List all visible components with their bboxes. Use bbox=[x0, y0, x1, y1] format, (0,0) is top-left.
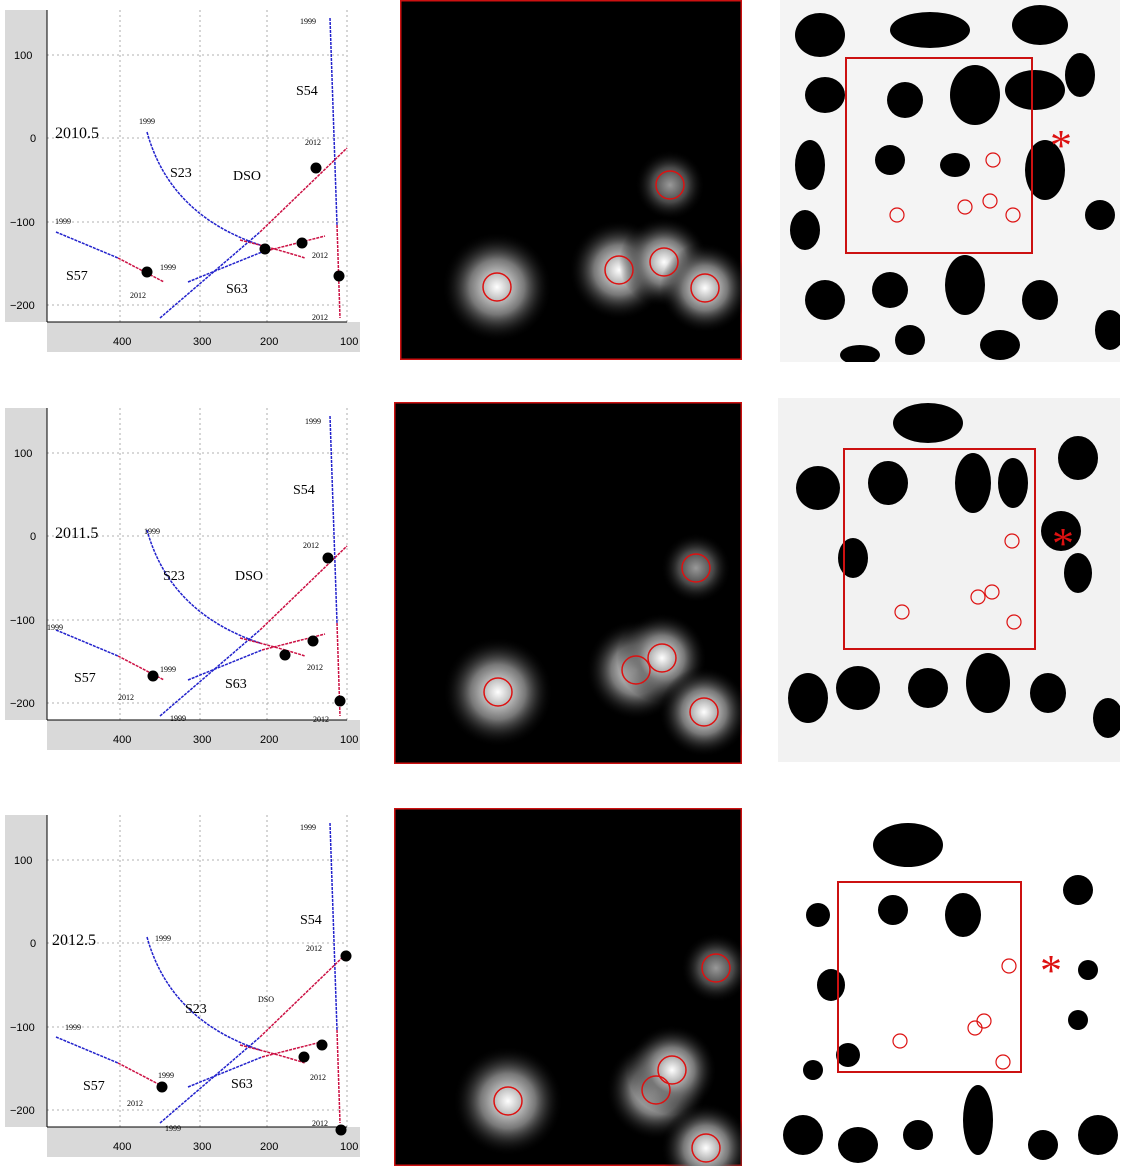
y-tick-minus100: −100 bbox=[10, 217, 35, 229]
year-label: 1999 bbox=[155, 934, 171, 943]
label-s63: S63 bbox=[226, 282, 248, 297]
label-dso: DSO bbox=[233, 169, 261, 184]
year-label: 2012 bbox=[312, 313, 328, 322]
label-dso: DSO bbox=[258, 995, 274, 1004]
label-s23: S23 bbox=[170, 166, 192, 181]
label-s57: S57 bbox=[66, 269, 88, 284]
residual-image-2: * bbox=[778, 398, 1120, 762]
x-tick-100: 100 bbox=[340, 1141, 358, 1153]
epoch-label: 2011.5 bbox=[55, 525, 98, 542]
y-tick-0: 0 bbox=[30, 133, 36, 145]
y-tick-minus100: −100 bbox=[10, 1022, 35, 1034]
year-label: 2012 bbox=[118, 693, 134, 702]
label-s57: S57 bbox=[83, 1079, 105, 1094]
year-label: 2012 bbox=[306, 944, 322, 953]
year-label: 2012 bbox=[313, 715, 329, 724]
year-label: 2012 bbox=[312, 1119, 328, 1128]
y-tick-0: 0 bbox=[30, 531, 36, 543]
epoch-label: 2010.5 bbox=[55, 125, 99, 142]
year-label: 1999 bbox=[170, 714, 186, 723]
x-tick-100: 100 bbox=[340, 336, 358, 348]
year-label: 2012 bbox=[303, 541, 319, 550]
year-label: 2012 bbox=[305, 138, 321, 147]
orbit-plot-1: 100 0 −100 −200 400 300 200 100 2010.5 S… bbox=[5, 10, 360, 352]
year-label: 1999 bbox=[160, 665, 176, 674]
year-label: 1999 bbox=[160, 263, 176, 272]
year-label: 2012 bbox=[310, 1073, 326, 1082]
label-s54: S54 bbox=[300, 913, 322, 928]
x-tick-300: 300 bbox=[193, 734, 211, 746]
x-tick-200: 200 bbox=[260, 336, 278, 348]
flux-image-1 bbox=[400, 0, 742, 360]
label-s54: S54 bbox=[296, 84, 318, 99]
x-tick-400: 400 bbox=[113, 1141, 131, 1153]
x-tick-200: 200 bbox=[260, 1141, 278, 1153]
y-tick-minus200: −200 bbox=[10, 300, 35, 312]
year-label: 1999 bbox=[144, 527, 160, 536]
year-label: 2012 bbox=[130, 291, 146, 300]
flux-image-3 bbox=[394, 808, 742, 1166]
label-s63: S63 bbox=[225, 677, 247, 692]
row-1: 100 0 −100 −200 400 300 200 100 2010.5 S… bbox=[0, 0, 1128, 365]
flux-image-2 bbox=[394, 402, 742, 764]
y-tick-100: 100 bbox=[14, 855, 32, 867]
year-label: 1999 bbox=[55, 217, 71, 226]
epoch-label: 2012.5 bbox=[52, 932, 96, 949]
x-tick-300: 300 bbox=[193, 1141, 211, 1153]
year-label: 1999 bbox=[300, 823, 316, 832]
x-tick-200: 200 bbox=[260, 734, 278, 746]
orbit-plot-3: 100 0 −100 −200 400 300 200 100 2012.5 S… bbox=[5, 815, 360, 1157]
y-tick-100: 100 bbox=[14, 448, 32, 460]
year-label: 2012 bbox=[127, 1099, 143, 1108]
year-label: 1999 bbox=[139, 117, 155, 126]
x-tick-400: 400 bbox=[113, 336, 131, 348]
residual-image-3: * bbox=[778, 805, 1120, 1166]
residual-image-1: * bbox=[780, 0, 1120, 362]
y-tick-minus100: −100 bbox=[10, 615, 35, 627]
year-label: 1999 bbox=[300, 17, 316, 26]
row-3: 100 0 −100 −200 400 300 200 100 2012.5 S… bbox=[0, 805, 1128, 1166]
year-label: 1999 bbox=[165, 1124, 181, 1133]
x-tick-100: 100 bbox=[340, 734, 358, 746]
y-tick-0: 0 bbox=[30, 938, 36, 950]
star-marker-icon: * bbox=[1050, 121, 1072, 170]
star-marker-icon: * bbox=[1052, 519, 1074, 568]
year-label: 1999 bbox=[305, 417, 321, 426]
label-s57: S57 bbox=[74, 671, 96, 686]
year-label: 1999 bbox=[65, 1023, 81, 1032]
x-tick-400: 400 bbox=[113, 734, 131, 746]
row-2: 100 0 −100 −200 400 300 200 100 2011.5 S… bbox=[0, 398, 1128, 764]
label-s63: S63 bbox=[231, 1077, 253, 1092]
star-marker-icon: * bbox=[1040, 946, 1062, 995]
y-tick-minus200: −200 bbox=[10, 698, 35, 710]
year-label: 1999 bbox=[158, 1071, 174, 1080]
label-s23: S23 bbox=[163, 569, 185, 584]
label-dso: DSO bbox=[235, 569, 263, 584]
x-tick-300: 300 bbox=[193, 336, 211, 348]
year-label: 2012 bbox=[307, 663, 323, 672]
year-label: 1999 bbox=[47, 623, 63, 632]
label-s23: S23 bbox=[185, 1002, 207, 1017]
orbit-plot-2: 100 0 −100 −200 400 300 200 100 2011.5 S… bbox=[5, 408, 360, 750]
y-tick-minus200: −200 bbox=[10, 1105, 35, 1117]
year-label: 2012 bbox=[312, 251, 328, 260]
y-tick-100: 100 bbox=[14, 50, 32, 62]
label-s54: S54 bbox=[293, 483, 315, 498]
